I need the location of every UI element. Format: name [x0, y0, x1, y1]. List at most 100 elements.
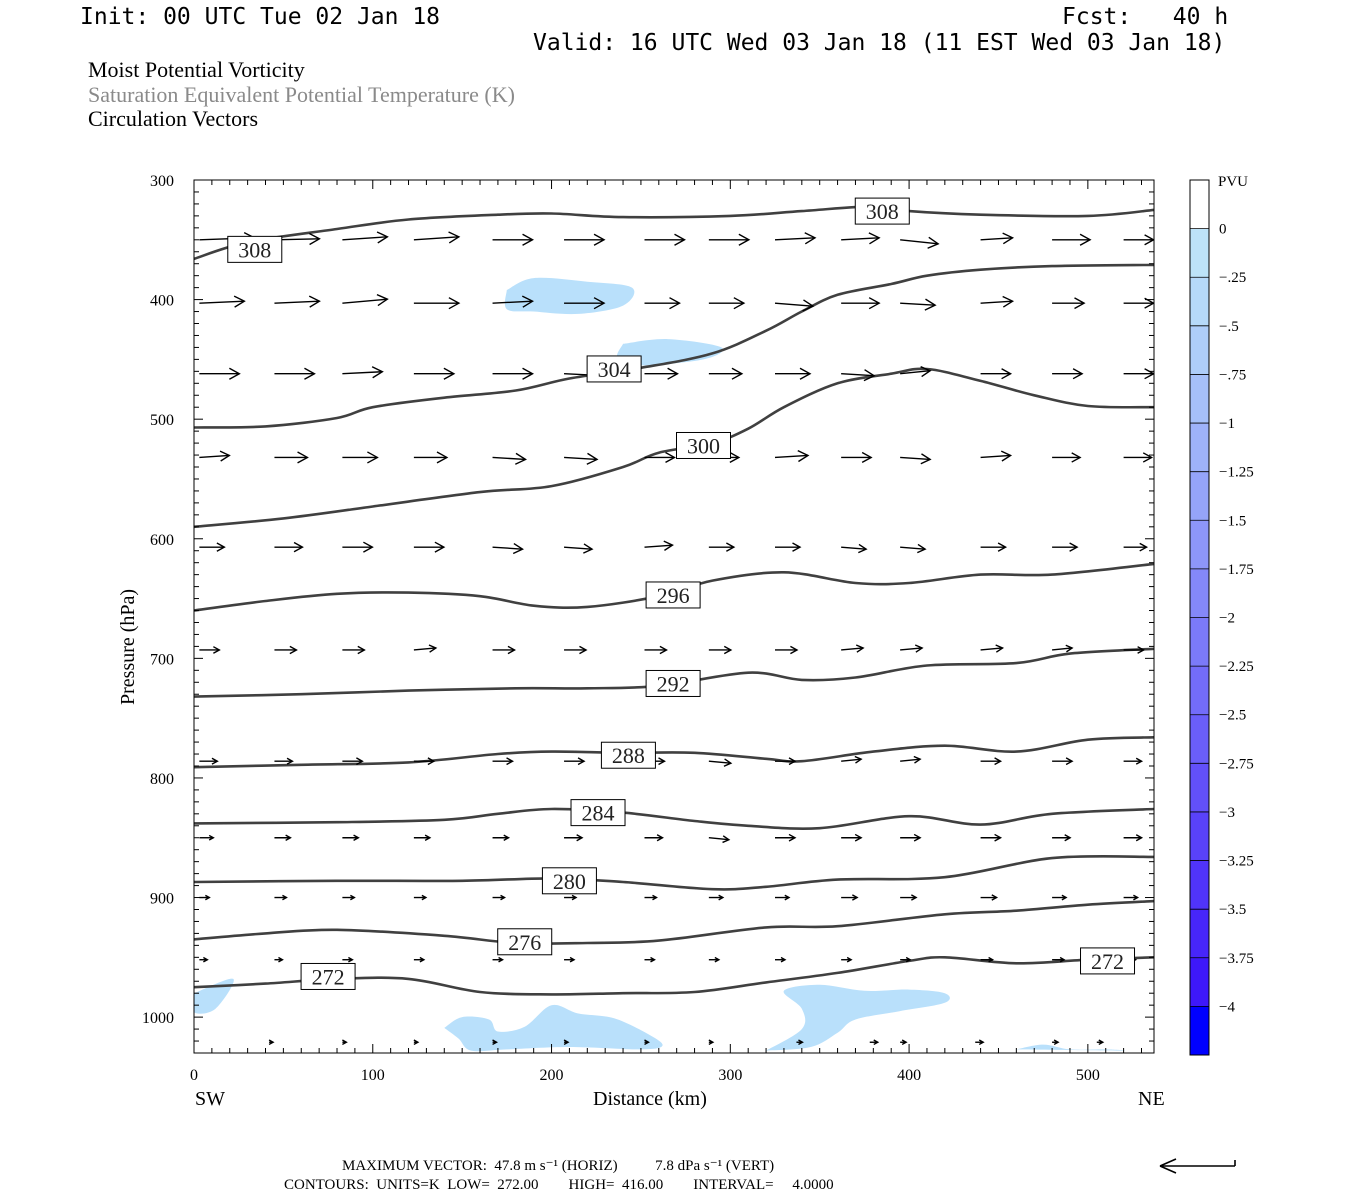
colorbar-cell	[1190, 860, 1209, 910]
circulation-vector	[841, 237, 880, 241]
colorbar-cell	[1190, 180, 1209, 230]
vector-arrowhead	[978, 1039, 985, 1046]
vector-arrowhead	[997, 542, 1008, 552]
vector-arrowhead	[1133, 894, 1140, 901]
vector-arrowhead	[1079, 233, 1092, 246]
colorbar-label: −.25	[1219, 270, 1246, 286]
vector-arrowhead	[443, 367, 456, 380]
vector-arrowhead	[733, 297, 746, 310]
contour-label-box	[600, 741, 656, 769]
colorbar-label: −3	[1219, 805, 1235, 821]
valid-time: Valid: 16 UTC Wed 03 Jan 18 (11 EST Wed …	[533, 30, 1226, 56]
x-tick-label: 500	[1076, 1067, 1100, 1084]
vector-arrowhead	[927, 236, 940, 249]
contour-line-280	[194, 854, 1154, 891]
init-time: Init: 00 UTC Tue 02 Jan 18	[80, 4, 441, 30]
field-title-vectors: Circulation Vectors	[88, 106, 259, 131]
colorbar-label: −.5	[1219, 319, 1239, 335]
circulation-vector	[980, 300, 1013, 304]
vector-arrowhead	[911, 894, 918, 901]
reference-vector-arrow	[1159, 1158, 1236, 1174]
vector-arrowhead	[376, 231, 389, 244]
contour-label-box	[570, 799, 626, 827]
y-tick-label: 500	[150, 412, 174, 429]
vector-arrowhead	[286, 757, 294, 765]
colorbar-label: −2	[1219, 611, 1235, 627]
vector-arrowhead	[788, 833, 797, 842]
vector-arrowhead	[650, 956, 656, 963]
vector-arrowhead	[448, 231, 461, 244]
vector-arrowhead	[665, 451, 676, 464]
circulation-vector	[900, 758, 921, 762]
plot-frame	[193, 179, 1155, 1054]
colorbar-label: −2.5	[1219, 708, 1246, 724]
colorbar-cell	[1190, 325, 1209, 375]
mpv-region	[444, 1004, 663, 1052]
vector-arrowhead	[1069, 542, 1079, 552]
y-tick-label: 1000	[142, 1010, 174, 1027]
circulation-vector	[774, 302, 814, 307]
circulation-vector	[708, 837, 729, 841]
vector-arrowhead	[1059, 956, 1066, 963]
vector-arrowhead	[723, 758, 733, 767]
vector-arrowhead	[920, 453, 932, 465]
vector-arrowhead	[708, 1039, 715, 1046]
circulation-vector	[900, 302, 936, 306]
y-tick-label: 600	[150, 532, 174, 549]
vector-arrowhead	[1074, 297, 1086, 310]
vector-arrowhead	[278, 956, 284, 963]
contour-label: 280	[553, 869, 586, 894]
vector-arrowhead	[714, 956, 721, 963]
circulation-vector	[492, 546, 523, 550]
vector-arrowhead	[342, 1039, 348, 1046]
circulation-vector	[900, 370, 931, 375]
vector-arrowhead	[363, 541, 374, 553]
vector-arrowhead	[308, 295, 321, 308]
vector-arrowhead	[855, 644, 865, 653]
circulation-vector	[413, 236, 459, 241]
vector-arrowhead	[1053, 1039, 1060, 1046]
colorbar-label: −3.25	[1219, 854, 1254, 870]
vector-arrowhead	[353, 834, 360, 841]
ne-label: NE	[1138, 1088, 1165, 1110]
colorbar-cell	[1190, 568, 1209, 618]
vector-arrowhead	[1135, 757, 1144, 765]
vector-arrowhead	[583, 543, 594, 554]
contour-label: 308	[866, 199, 899, 224]
vector-arrowhead	[424, 834, 432, 841]
contour-label-box	[497, 928, 553, 956]
vector-arrowhead	[586, 452, 599, 465]
vector-arrowhead	[1142, 452, 1154, 463]
colorbar-label: −3.5	[1219, 902, 1246, 918]
contour-label: 308	[238, 237, 271, 262]
circulation-vector	[774, 237, 816, 241]
sw-label: SW	[195, 1088, 225, 1110]
vector-arrowhead	[309, 232, 321, 246]
contour-line-300	[194, 367, 1154, 529]
y-axis-title: Pressure (hPa)	[117, 589, 139, 705]
circulation-vector	[492, 456, 526, 461]
vector-arrowhead	[427, 757, 436, 766]
contour-label: 284	[582, 801, 615, 826]
vector-arrowhead	[593, 233, 606, 246]
colorbar-label: −1.25	[1219, 465, 1254, 481]
vector-arrowhead	[503, 834, 510, 841]
circulation-vector	[644, 544, 673, 548]
contour-line-276	[194, 899, 1154, 945]
vector-arrowhead	[1065, 757, 1074, 766]
vector-arrowhead	[376, 293, 389, 307]
circulation-vector	[980, 647, 1003, 651]
y-tick-label: 800	[150, 771, 174, 788]
circulation-vector	[199, 454, 230, 459]
contour-line-292	[194, 647, 1154, 698]
contour-label-box	[586, 355, 642, 383]
vector-arrowhead	[521, 295, 534, 308]
vector-arrowhead	[718, 894, 725, 901]
colorbar-cell	[1190, 520, 1209, 570]
vector-arrowhead	[571, 894, 578, 901]
vector-arrowhead	[293, 541, 304, 553]
contour-label: 288	[612, 743, 645, 768]
colorbar-cell	[1190, 423, 1209, 473]
colorbar-cell	[1190, 1006, 1209, 1056]
